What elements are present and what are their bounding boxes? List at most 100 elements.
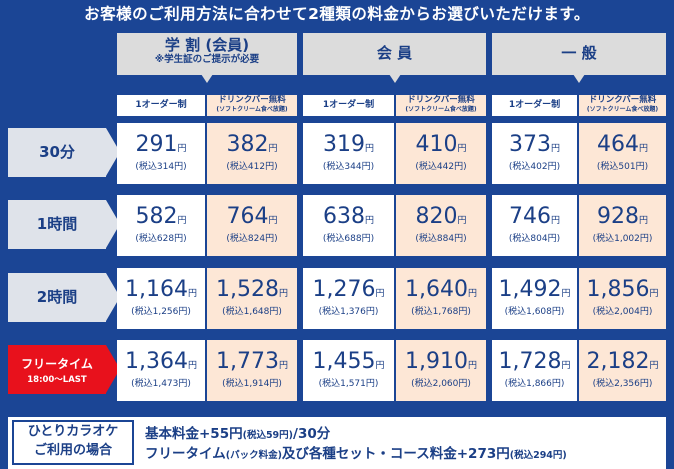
price-value: 582 xyxy=(135,204,178,229)
yen-unit: 円 xyxy=(268,144,278,154)
price-cell: 1,528円 (税込1,648円) xyxy=(207,268,297,329)
yen-unit: 円 xyxy=(561,289,571,299)
row-label-2hours: 2時間 xyxy=(8,273,120,322)
tax-included-price: (税込314円) xyxy=(135,162,187,172)
category-title: 会 員 xyxy=(376,44,413,62)
price-value: 319 xyxy=(322,132,365,157)
solo-basic-fee-line: 基本料金+55円(税込59円)/30分 xyxy=(145,426,331,442)
price-cell: 1,728円 (税込1,866円) xyxy=(492,340,577,401)
yen-unit: 円 xyxy=(649,289,659,299)
tax-included-price: (税込2,004円) xyxy=(592,307,653,317)
row-label-30min: 30分 xyxy=(8,128,120,177)
price-value: 1,455 xyxy=(312,349,376,374)
tax-included-price: (税込1,571円) xyxy=(318,379,379,389)
price-value: 1,164 xyxy=(125,277,188,302)
price-value: 1,364 xyxy=(125,349,188,374)
price-value: 373 xyxy=(508,132,551,157)
price-cell: 1,164円 (税込1,256円) xyxy=(117,268,205,329)
yen-unit: 円 xyxy=(268,216,278,226)
yen-unit: 円 xyxy=(375,361,385,371)
subheader-drink-bar: ドリンクバー無料 (ソフトクリーム食べ放題) xyxy=(207,95,297,116)
tax-included-price: (税込628円) xyxy=(135,234,187,244)
price-value: 2,182 xyxy=(586,349,650,374)
tax-included-price: (税込1,648円) xyxy=(222,307,282,317)
price-value: 382 xyxy=(226,132,269,157)
tax-included-price: (税込824円) xyxy=(226,234,278,244)
row-label-free-time: フリータイム 18:00〜LAST xyxy=(8,345,120,394)
tax-included-price: (税込1,768円) xyxy=(411,307,471,317)
yen-unit: 円 xyxy=(550,144,560,154)
price-cell: 928円 (税込1,002円) xyxy=(579,195,666,256)
tax-included-price: (税込501円) xyxy=(596,162,649,172)
tax-included-price: (税込884円) xyxy=(415,234,467,244)
price-value: 764 xyxy=(226,204,269,229)
tax-included-price: (税込412円) xyxy=(226,162,278,172)
price-value: 746 xyxy=(508,204,551,229)
yen-unit: 円 xyxy=(177,216,187,226)
category-title: 一 般 xyxy=(561,44,597,62)
price-cell: 1,856円 (税込2,004円) xyxy=(579,268,666,329)
solo-set-fee-line: フリータイム(パック料金)及び各種セット・コース料金+273円(税込294円) xyxy=(145,446,567,462)
tax-included-price: (税込688円) xyxy=(322,234,375,244)
category-member: 会 員 xyxy=(303,33,486,75)
price-value: 410 xyxy=(415,132,458,157)
yen-unit: 円 xyxy=(364,144,374,154)
yen-unit: 円 xyxy=(457,144,467,154)
tax-included-price: (税込402円) xyxy=(508,162,561,172)
price-value: 820 xyxy=(415,204,458,229)
yen-unit: 円 xyxy=(561,361,571,371)
price-cell: 1,455円 (税込1,571円) xyxy=(303,340,394,401)
down-arrow-icon xyxy=(201,74,213,83)
yen-unit: 円 xyxy=(364,216,374,226)
down-arrow-icon xyxy=(573,74,585,83)
price-cell: 820円 (税込884円) xyxy=(396,195,486,256)
yen-unit: 円 xyxy=(187,289,197,299)
price-cell: 1,640円 (税込1,768円) xyxy=(396,268,486,329)
price-cell: 746円 (税込804円) xyxy=(492,195,577,256)
price-value: 928 xyxy=(596,204,639,229)
price-cell: 764円 (税込824円) xyxy=(207,195,297,256)
price-value: 1,276 xyxy=(312,277,376,302)
yen-unit: 円 xyxy=(467,289,477,299)
tax-included-price: (税込1,608円) xyxy=(504,307,565,317)
yen-unit: 円 xyxy=(638,216,648,226)
tax-included-price: (税込1,914円) xyxy=(222,379,282,389)
yen-unit: 円 xyxy=(187,361,197,371)
price-value: 1,773 xyxy=(216,349,279,374)
yen-unit: 円 xyxy=(467,361,477,371)
price-value: 638 xyxy=(322,204,365,229)
price-cell: 291円 (税込314円) xyxy=(117,123,205,184)
price-value: 1,492 xyxy=(498,277,562,302)
price-value: 1,910 xyxy=(405,349,468,374)
solo-karaoke-label: ひとりカラオケ ご利用の場合 xyxy=(12,420,134,465)
category-note: ※学生証のご提示が必要 xyxy=(154,54,260,65)
price-value: 464 xyxy=(596,132,639,157)
subheader-order: 1オーダー制 xyxy=(492,95,577,116)
price-value: 1,640 xyxy=(405,277,468,302)
tax-included-price: (税込442円) xyxy=(415,162,467,172)
tax-included-price: (税込1,256円) xyxy=(131,307,191,317)
price-value: 1,856 xyxy=(586,277,650,302)
price-value: 291 xyxy=(135,132,178,157)
price-cell: 1,276円 (税込1,376円) xyxy=(303,268,394,329)
yen-unit: 円 xyxy=(177,144,187,154)
category-title: 学 割 (会員) xyxy=(164,36,250,54)
tax-included-price: (税込1,376円) xyxy=(318,307,379,317)
price-value: 1,728 xyxy=(498,349,562,374)
price-value: 1,528 xyxy=(216,277,279,302)
price-cell: 1,773円 (税込1,914円) xyxy=(207,340,297,401)
yen-unit: 円 xyxy=(457,216,467,226)
price-cell: 1,910円 (税込2,060円) xyxy=(396,340,486,401)
price-cell: 2,182円 (税込2,356円) xyxy=(579,340,666,401)
tax-included-price: (税込1,002円) xyxy=(592,234,653,244)
yen-unit: 円 xyxy=(375,289,385,299)
subheader-drink-bar: ドリンクバー無料 (ソフトクリーム食べ放題) xyxy=(396,95,486,116)
subheader-order: 1オーダー制 xyxy=(303,95,394,116)
tax-included-price: (税込804円) xyxy=(508,234,561,244)
yen-unit: 円 xyxy=(278,361,288,371)
tax-included-price: (税込344円) xyxy=(322,162,375,172)
price-cell: 373円 (税込402円) xyxy=(492,123,577,184)
price-cell: 319円 (税込344円) xyxy=(303,123,394,184)
category-general: 一 般 xyxy=(492,33,666,75)
